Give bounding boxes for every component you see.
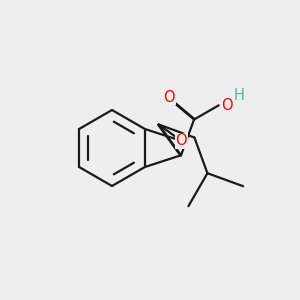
Text: O: O xyxy=(221,98,232,113)
Text: O: O xyxy=(164,90,175,105)
Text: H: H xyxy=(233,88,244,103)
Text: O: O xyxy=(175,133,187,148)
